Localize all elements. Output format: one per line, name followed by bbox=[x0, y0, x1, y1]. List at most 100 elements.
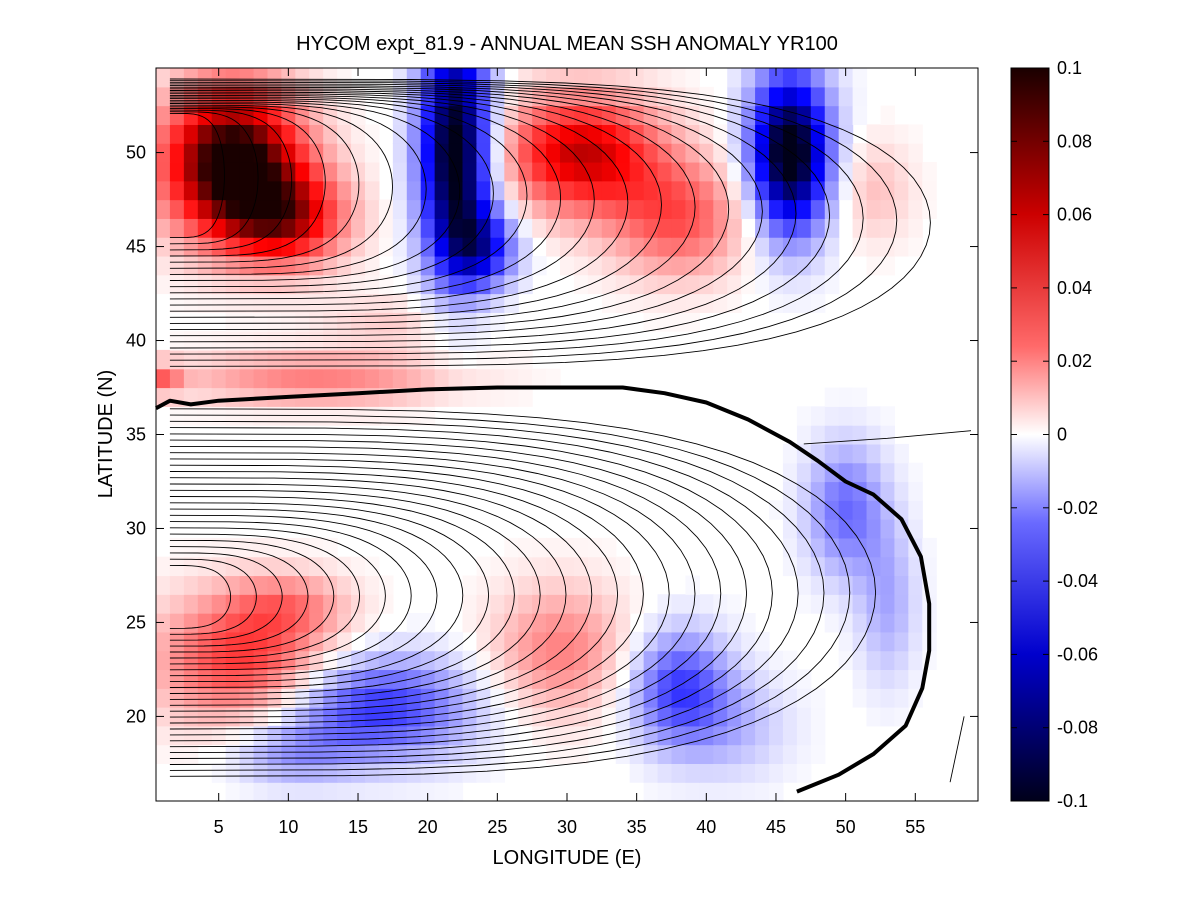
heatmap-cell bbox=[615, 274, 631, 295]
heatmap-cell bbox=[197, 274, 213, 295]
heatmap-cell bbox=[295, 650, 310, 671]
heatmap-cell bbox=[546, 556, 561, 577]
x-tick-label: 5 bbox=[214, 817, 224, 837]
heatmap-cell bbox=[211, 763, 227, 783]
heatmap-cell bbox=[824, 237, 840, 257]
heatmap-cell bbox=[643, 180, 659, 201]
heatmap-cell bbox=[546, 124, 561, 144]
heatmap-cell bbox=[295, 631, 310, 652]
x-tick-label: 55 bbox=[905, 817, 925, 837]
heatmap-cell bbox=[281, 556, 296, 577]
heatmap-cell bbox=[392, 725, 408, 746]
heatmap-cell bbox=[908, 218, 923, 238]
heatmap-cell bbox=[643, 237, 659, 257]
heatmap-cell bbox=[462, 105, 478, 125]
heatmap-cell bbox=[156, 744, 171, 765]
heatmap-cell bbox=[518, 161, 533, 182]
heatmap-cell bbox=[323, 782, 338, 802]
highlighted-contour-line bbox=[155, 385, 932, 794]
heatmap-cell bbox=[183, 688, 199, 708]
heatmap-cell bbox=[462, 331, 478, 351]
heatmap-cell bbox=[573, 537, 589, 558]
heatmap-cell bbox=[880, 650, 895, 671]
heatmap-cell bbox=[685, 143, 700, 163]
heatmap-cell bbox=[810, 594, 826, 614]
heatmap-cell bbox=[518, 537, 533, 558]
heatmap-cell bbox=[225, 293, 241, 313]
heatmap-cell bbox=[866, 669, 882, 689]
heatmap-cell bbox=[866, 199, 882, 219]
heatmap-cell bbox=[629, 763, 645, 783]
heatmap-cell bbox=[183, 255, 199, 276]
heatmap-cell bbox=[351, 143, 366, 163]
heatmap-cell bbox=[657, 68, 673, 88]
x-tick-label: 30 bbox=[557, 817, 577, 837]
colorbar bbox=[1010, 67, 1050, 802]
heatmap-cell bbox=[462, 180, 478, 201]
heatmap-cell bbox=[838, 86, 854, 107]
heatmap-cell bbox=[267, 763, 282, 783]
heatmap-cell bbox=[866, 443, 882, 464]
heatmap-cell bbox=[629, 650, 645, 671]
heatmap-cell bbox=[267, 161, 282, 182]
heatmap-cell bbox=[364, 556, 380, 577]
heatmap-cell bbox=[657, 782, 673, 802]
heatmap-cell bbox=[337, 763, 352, 783]
heatmap-cell bbox=[378, 782, 394, 802]
colorbar-tick-label: -0.1 bbox=[1057, 791, 1088, 811]
heatmap-cell bbox=[197, 237, 213, 257]
heatmap-cell bbox=[406, 669, 422, 689]
x-tick-label: 20 bbox=[418, 817, 438, 837]
heatmap-cell bbox=[741, 255, 756, 276]
heatmap-cell bbox=[392, 124, 408, 144]
heatmap-cell bbox=[546, 143, 561, 163]
heatmap-cell bbox=[755, 707, 770, 727]
heatmap-cell bbox=[699, 124, 714, 144]
heatmap-cell bbox=[796, 86, 812, 107]
heatmap-cell bbox=[685, 86, 700, 107]
heatmap-cell bbox=[615, 631, 631, 652]
heatmap-cell bbox=[657, 218, 673, 238]
heatmap-cell bbox=[420, 406, 436, 426]
heatmap-cell bbox=[169, 274, 185, 295]
heatmap-cell bbox=[392, 406, 408, 426]
heatmap-cell bbox=[309, 669, 324, 689]
heatmap-cell bbox=[378, 293, 394, 313]
heatmap-cell bbox=[406, 199, 422, 219]
heatmap-cell bbox=[267, 86, 282, 107]
heatmap-cell bbox=[699, 293, 714, 313]
heatmap-cell bbox=[866, 237, 882, 257]
x-tick-label: 10 bbox=[278, 817, 298, 837]
heatmap-cell bbox=[309, 218, 324, 238]
heatmap-cell bbox=[713, 631, 728, 652]
heatmap-cell bbox=[490, 707, 505, 727]
heatmap-cell bbox=[392, 199, 408, 219]
heatmap-cell bbox=[406, 387, 422, 407]
heatmap-cell bbox=[156, 199, 171, 219]
heatmap-cell bbox=[462, 725, 478, 746]
heatmap-cell bbox=[587, 180, 603, 201]
boundary-contour bbox=[803, 430, 972, 445]
heatmap-cell bbox=[281, 631, 296, 652]
heatmap-cell bbox=[169, 180, 185, 201]
heatmap-cell bbox=[699, 631, 714, 652]
heatmap-cell bbox=[504, 650, 519, 671]
heatmap-cell bbox=[309, 744, 324, 765]
heatmap-cell bbox=[796, 725, 812, 746]
heatmap-cell bbox=[922, 161, 937, 182]
heatmap-cell bbox=[796, 255, 812, 276]
heatmap-cell bbox=[434, 368, 450, 389]
heatmap-cell bbox=[796, 462, 812, 483]
heatmap-cell bbox=[448, 293, 464, 313]
heatmap-cell bbox=[643, 763, 659, 783]
gyre-contour bbox=[169, 496, 515, 694]
heatmap-cell bbox=[699, 688, 714, 708]
heatmap-cell bbox=[156, 86, 171, 107]
heatmap-cell bbox=[448, 707, 464, 727]
heatmap-cell bbox=[866, 537, 882, 558]
heatmap-cell bbox=[197, 368, 213, 389]
heatmap-cell bbox=[337, 199, 352, 219]
heatmap-cell bbox=[629, 237, 645, 257]
heatmap-cell bbox=[532, 180, 547, 201]
heatmap-cell bbox=[420, 68, 436, 88]
